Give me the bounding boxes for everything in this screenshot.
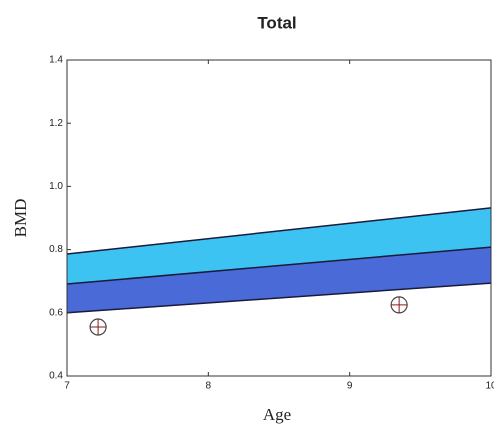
band-area — [67, 247, 491, 313]
point-cross — [90, 319, 107, 336]
band-area — [67, 207, 491, 285]
y-tick-label: 0.6 — [49, 307, 63, 318]
y-axis-label: BMD — [11, 199, 30, 238]
y-tick-label: 1.0 — [49, 181, 63, 192]
x-axis-label: Age — [263, 405, 291, 424]
band-line — [66, 207, 492, 255]
chart-title: Total — [257, 13, 296, 32]
x-tick-label: 8 — [206, 381, 212, 392]
point-cross — [391, 296, 408, 313]
plot-frame — [66, 59, 492, 377]
y-tick-label: 0.8 — [49, 244, 63, 255]
y-tick-label: 1.4 — [49, 55, 63, 66]
x-tick-label: 9 — [347, 381, 353, 392]
band-line — [66, 282, 492, 314]
y-tick-label: 0.4 — [49, 371, 63, 382]
band-line — [66, 246, 492, 285]
x-tick-label: 7 — [64, 381, 70, 392]
x-tick-label: 10 — [485, 381, 494, 392]
y-tick-label: 1.2 — [49, 118, 63, 129]
